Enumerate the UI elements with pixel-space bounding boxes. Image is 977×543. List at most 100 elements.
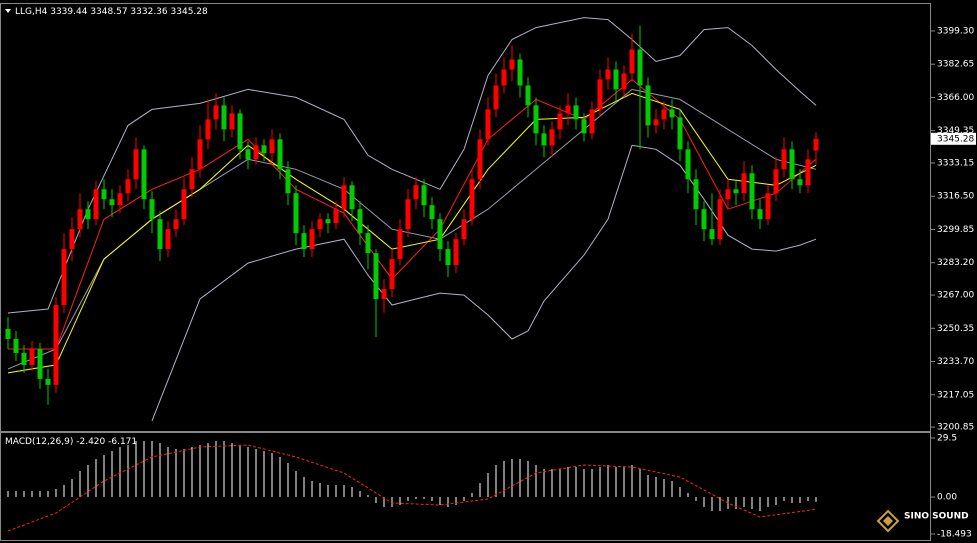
y-tick-label: 3233.70 bbox=[937, 357, 974, 367]
macd-y-tick-label: 29.5 bbox=[937, 434, 957, 444]
candle-body bbox=[373, 253, 379, 300]
candle-body bbox=[493, 85, 499, 110]
candle-body bbox=[285, 169, 291, 194]
y-tick-label: 3299.85 bbox=[937, 225, 974, 235]
candle-body bbox=[397, 229, 403, 260]
candle-body bbox=[717, 199, 723, 240]
y-tick-label: 3283.20 bbox=[937, 258, 974, 268]
candle-body bbox=[5, 328, 11, 339]
candle-body bbox=[133, 149, 139, 180]
symbol: LLG,H4 bbox=[15, 7, 48, 17]
candle-body bbox=[685, 149, 691, 180]
y-tick-label: 3267.00 bbox=[937, 291, 974, 301]
axes: 3399.30 3382.65 3366.00 3349.35 3333.15 3316.… bbox=[931, 26, 976, 539]
candle-body bbox=[261, 145, 267, 154]
candle-body bbox=[797, 179, 803, 186]
candle-body bbox=[349, 185, 355, 210]
candle-body bbox=[757, 209, 763, 220]
candle-body bbox=[509, 59, 515, 70]
candle-body bbox=[301, 233, 307, 250]
logo: SINO SOUND bbox=[876, 509, 969, 533]
y-tick-label: 3250.35 bbox=[937, 324, 974, 334]
candle-body bbox=[613, 69, 619, 90]
candle-body bbox=[53, 305, 59, 385]
candle-body bbox=[101, 189, 107, 200]
logo-text: SINO SOUND bbox=[904, 512, 969, 522]
candle-body bbox=[477, 139, 483, 180]
candle-body bbox=[109, 199, 115, 206]
candle-body bbox=[437, 219, 443, 250]
close-readout: 3345.28 bbox=[171, 7, 208, 17]
candle-body bbox=[317, 219, 323, 230]
candle-body bbox=[421, 185, 427, 206]
candle-body bbox=[213, 105, 219, 120]
candle-body bbox=[309, 229, 315, 250]
candle-body bbox=[229, 113, 235, 130]
candle-body bbox=[709, 229, 715, 240]
candle-body bbox=[621, 73, 627, 90]
candle-body bbox=[637, 49, 643, 86]
candle-body bbox=[173, 219, 179, 230]
candle-body bbox=[69, 229, 75, 250]
logo-icon bbox=[876, 509, 900, 533]
y-tick-label: 3200.85 bbox=[937, 423, 974, 433]
y-tick-label: 3382.65 bbox=[937, 60, 974, 70]
candle-body bbox=[597, 79, 603, 110]
candle-body bbox=[237, 113, 243, 150]
candle-body bbox=[413, 185, 419, 200]
candle-body bbox=[533, 105, 539, 134]
low-readout: 3332.36 bbox=[130, 7, 167, 17]
price-marker bbox=[931, 132, 976, 145]
candle-body bbox=[525, 85, 531, 106]
candle-body bbox=[629, 49, 635, 74]
candle-body bbox=[381, 289, 387, 300]
macd-frame bbox=[0, 432, 931, 541]
candle-body bbox=[45, 378, 51, 385]
candle-body bbox=[453, 239, 459, 266]
candle-body bbox=[333, 209, 339, 224]
candle-body bbox=[269, 139, 275, 154]
candle-body bbox=[125, 179, 131, 194]
macd-label: MACD(12,26,9) bbox=[5, 437, 73, 447]
candle-body bbox=[205, 119, 211, 140]
candle-body bbox=[277, 139, 283, 170]
header-arrow bbox=[5, 9, 11, 13]
macd-header: MACD(12,26,9) -2.420 -6.171 bbox=[5, 437, 137, 447]
candle-body bbox=[197, 139, 203, 170]
candle-body bbox=[461, 219, 467, 240]
macd-readout: -2.420 bbox=[76, 437, 105, 447]
candle-body bbox=[93, 189, 99, 220]
candle-body bbox=[485, 109, 491, 140]
candle-body bbox=[565, 105, 571, 114]
candle-body bbox=[429, 205, 435, 220]
macd-signal-line bbox=[7, 444, 817, 532]
open-readout: 3339.44 bbox=[50, 7, 87, 17]
candle-body bbox=[549, 129, 555, 146]
candle-body bbox=[389, 259, 395, 290]
candle-body bbox=[541, 133, 547, 146]
high-readout: 3348.57 bbox=[90, 7, 127, 17]
candle-body bbox=[29, 348, 35, 365]
candle-body bbox=[693, 179, 699, 210]
indicator-line bbox=[7, 92, 817, 374]
candle-body bbox=[405, 199, 411, 230]
candle-body bbox=[581, 119, 587, 134]
candle-body bbox=[749, 173, 755, 210]
candle-body bbox=[781, 149, 787, 170]
price-plot bbox=[5, 17, 819, 421]
candle-body bbox=[501, 69, 507, 86]
candle-body bbox=[157, 219, 163, 250]
candle-body bbox=[557, 113, 563, 130]
candle-body bbox=[181, 189, 187, 220]
candle-body bbox=[61, 249, 67, 306]
candle-body bbox=[789, 149, 795, 180]
candle-body bbox=[701, 209, 707, 230]
y-tick-label: 3333.15 bbox=[937, 159, 974, 169]
y-tick-label: 3366.00 bbox=[937, 93, 974, 103]
candle-body bbox=[357, 209, 363, 234]
logo-icon-core bbox=[883, 516, 893, 526]
candle-body bbox=[221, 105, 227, 130]
y-tick-label: 3349.35 bbox=[937, 126, 974, 136]
